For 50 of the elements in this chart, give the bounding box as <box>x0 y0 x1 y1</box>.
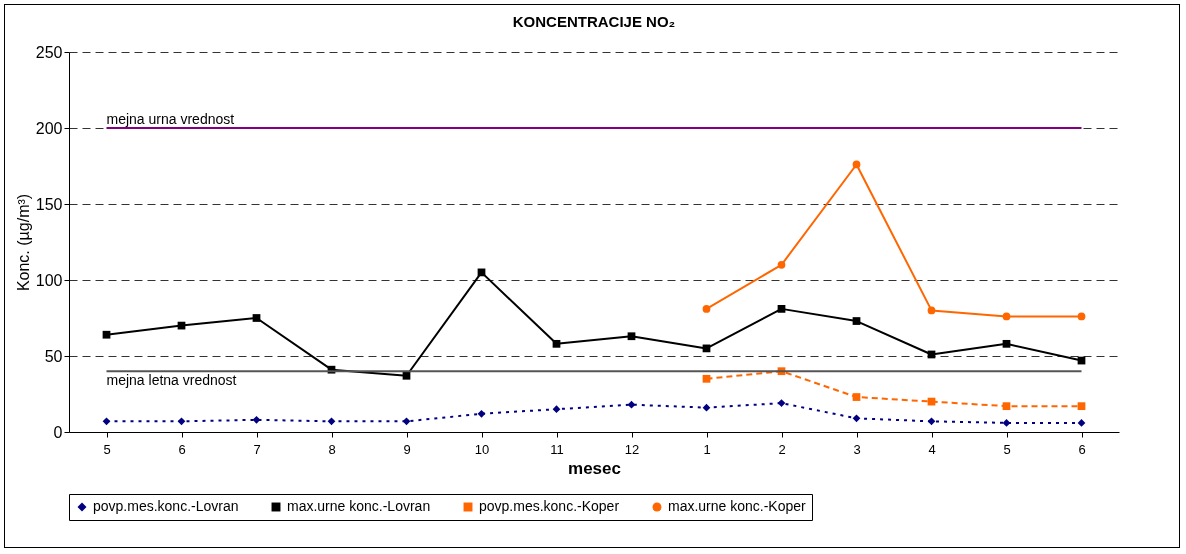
x-tick-label: 5 <box>103 441 111 457</box>
point <box>1077 419 1086 427</box>
chart-title: KONCENTRACIJE NO₂ <box>512 13 676 30</box>
x-tick-label: 6 <box>1078 441 1086 457</box>
point <box>927 306 936 315</box>
point <box>702 374 711 383</box>
x-tick-label: 2 <box>778 441 786 457</box>
ref-line-label: mejna letna vrednost <box>106 372 237 389</box>
x-tick-label: 1 <box>703 441 711 457</box>
point <box>402 371 411 380</box>
point <box>252 314 261 322</box>
x-tick-label: 8 <box>328 441 336 457</box>
point <box>1077 402 1086 411</box>
point <box>1077 312 1086 321</box>
y-tick-label: 200 <box>35 119 63 137</box>
x-tick-label: 7 <box>253 441 261 457</box>
x-tick-label: 12 <box>624 441 640 457</box>
point <box>102 330 111 339</box>
x-tick-label: 10 <box>474 441 490 457</box>
point <box>627 332 636 341</box>
legend-label: max.urne konc.-Koper <box>668 498 807 514</box>
legend-label: povp.mes.konc.-Lovran <box>93 498 239 514</box>
y-tick-label: 0 <box>53 423 63 441</box>
y-tick-label: 100 <box>35 271 63 289</box>
point <box>777 305 786 313</box>
point <box>1002 339 1011 348</box>
y-tick-label: 150 <box>35 195 63 213</box>
x-tick-label: 5 <box>1003 441 1011 457</box>
point <box>1002 402 1011 411</box>
ref-line-label: mejna urna vrednost <box>106 111 235 127</box>
point <box>852 160 861 169</box>
point <box>702 305 711 313</box>
point <box>852 317 861 325</box>
y-axis-title: Konc. (µg/m³) <box>14 193 32 292</box>
point <box>852 393 861 401</box>
point <box>1002 312 1011 321</box>
point <box>552 339 561 348</box>
x-tick-label: 3 <box>853 441 861 457</box>
x-tick-label: 11 <box>550 441 564 457</box>
y-tick-label: 50 <box>44 347 63 365</box>
legend-label: povp.mes.konc.-Koper <box>479 498 620 514</box>
point <box>252 415 261 424</box>
y-tick-label: 250 <box>35 43 63 61</box>
point <box>777 260 786 269</box>
x-tick-label: 4 <box>928 441 936 457</box>
x-tick-label: 9 <box>403 441 411 457</box>
x-tick-label: 6 <box>178 441 186 457</box>
x-axis-title: mesec <box>568 458 621 478</box>
point <box>1002 419 1011 427</box>
legend-label: max.urne konc.-Lovran <box>287 498 431 514</box>
